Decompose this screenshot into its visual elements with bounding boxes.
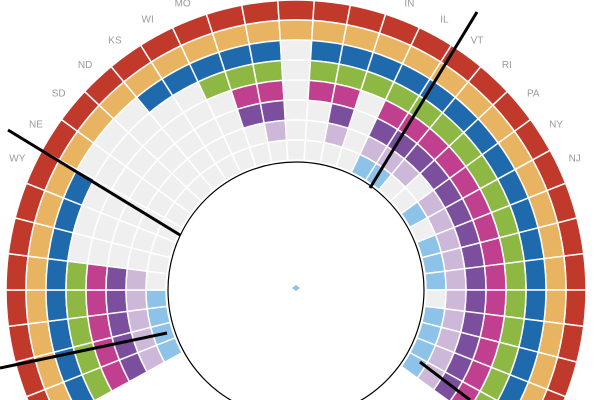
- cell: [145, 289, 168, 310]
- cell: [259, 99, 287, 124]
- empty-cell: [267, 139, 289, 164]
- separator: [419, 360, 471, 400]
- inner-circle: [167, 161, 425, 400]
- separator: [0, 331, 168, 370]
- cell: [25, 255, 49, 291]
- state-label: RI: [502, 60, 512, 71]
- state-label: KS: [108, 35, 122, 46]
- state-label: WY: [9, 154, 25, 165]
- cell: [563, 289, 587, 328]
- cell: [503, 260, 527, 291]
- state-label: VT: [471, 35, 484, 46]
- cell: [5, 252, 29, 291]
- state-label: NJ: [569, 154, 581, 165]
- empty-cell: [284, 119, 308, 142]
- cell: [278, 19, 314, 42]
- cell: [463, 265, 487, 291]
- state-label: WI: [142, 15, 154, 26]
- cell: [443, 289, 467, 313]
- cell: [543, 289, 567, 325]
- separator: [368, 11, 479, 189]
- center-icon: [292, 285, 300, 291]
- cell: [483, 262, 507, 291]
- cell: [563, 252, 587, 291]
- state-label: NE: [29, 120, 43, 131]
- empty-cell: [280, 59, 312, 82]
- cell: [105, 289, 129, 315]
- cell: [543, 255, 567, 291]
- cell: [307, 79, 337, 105]
- state-label: IN: [404, 0, 414, 9]
- empty-cell: [279, 39, 313, 62]
- cell: [483, 289, 507, 318]
- separator: [7, 128, 181, 237]
- separators: [0, 11, 479, 400]
- cell: [503, 289, 527, 320]
- state-label: SD: [52, 88, 66, 99]
- state-label: PA: [527, 88, 540, 99]
- cell: [85, 289, 109, 318]
- cell: [5, 289, 29, 328]
- cell: [125, 289, 149, 313]
- cell: [523, 289, 547, 323]
- cell: [65, 260, 89, 291]
- cell: [255, 79, 285, 105]
- state-label: MO: [175, 0, 191, 9]
- empty-cell: [283, 99, 309, 122]
- cell: [463, 289, 487, 315]
- cell: [65, 289, 89, 320]
- cell: [523, 257, 547, 291]
- cell: [45, 289, 69, 323]
- cell: [105, 265, 129, 291]
- cell: [424, 270, 447, 291]
- cell: [85, 262, 109, 291]
- cell: [277, 0, 315, 22]
- state-label: NY: [549, 120, 563, 131]
- empty-cell: [282, 79, 310, 102]
- cell: [45, 257, 69, 291]
- cell: [263, 119, 288, 144]
- cell: [25, 289, 49, 325]
- state-label: IL: [440, 15, 449, 26]
- cell: [443, 267, 467, 291]
- cell: [125, 267, 149, 291]
- empty-cell: [285, 139, 307, 162]
- state-label: ND: [78, 60, 92, 71]
- cell: [400, 351, 429, 380]
